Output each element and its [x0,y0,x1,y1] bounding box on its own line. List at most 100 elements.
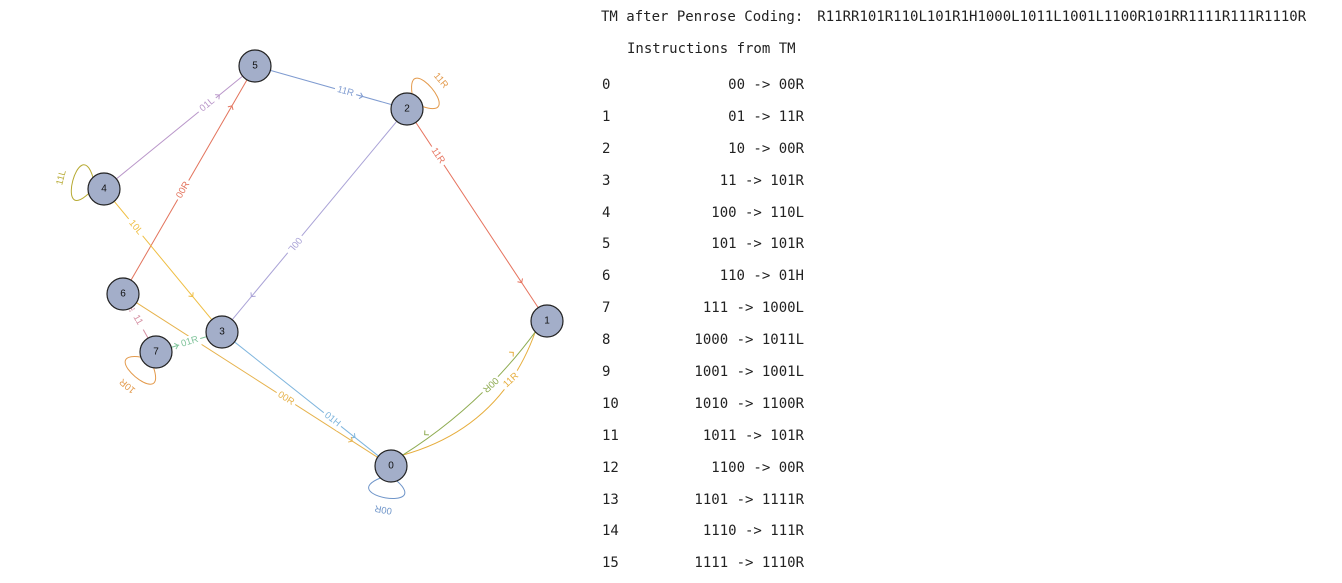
row-index: 5 [602,236,611,253]
row-rule: 111 -> 1000L [702,300,804,317]
transition-edge [130,79,248,281]
state-circle [106,277,140,311]
instruction-list: 0 00 -> 00R 1 01 -> 11R 2 10 -> 00R 3 11 -> … [602,73,812,583]
transition-edge [116,75,243,180]
row-rule: 1010 -> 1100R [694,395,804,412]
edge-label: 11 [131,313,145,327]
state-node-7[interactable]: 7 [139,335,173,369]
coding-label: TM after Penrose Coding: [601,9,804,25]
instruction-row: 15 1111 -> 1110R [602,551,812,583]
arrow-head [509,351,514,357]
row-index: 7 [602,300,611,317]
state-label: 2 [404,104,410,115]
state-circle [205,315,239,349]
transition-edge [234,341,379,457]
row-index: 0 [602,77,611,93]
row-rule: 1001 -> 1001L [694,364,804,381]
edge-label: 11L [54,169,69,186]
edges-layer [70,69,539,499]
instruction-row: 7 111 -> 1000L [602,296,812,328]
row-rule: 100 -> 110L [711,204,804,221]
arrow-head [227,105,234,111]
state-node-2[interactable]: 2 [390,92,424,126]
state-label: 0 [388,461,394,472]
state-circle [530,304,564,338]
edge-label-bg [172,177,194,203]
transition-edge [136,302,378,458]
edge-label: 00R [374,502,393,516]
instruction-row: 12 1100 -> 00R [602,456,812,488]
self-loop-edge [411,77,440,110]
edge-label: 11R [431,71,450,91]
state-circle [238,49,272,83]
transition-edge [402,331,536,456]
arrow-head [174,342,179,350]
state-circle [374,449,408,483]
state-graph: 00R11R00R11R11R11R00L01L00R11L10L01H00R0… [54,49,564,516]
transition-edge [402,331,536,456]
row-index: 11 [602,427,619,444]
state-circle [87,172,121,206]
instruction-row: 6 110 -> 01H [602,264,812,296]
instruction-row: 0 00 -> 00R [602,73,812,105]
row-rule: 1111 -> 1110R [694,555,804,572]
row-rule: 1011 -> 101R [702,427,804,444]
row-index: 9 [602,364,611,381]
edge-label: 11R [336,84,355,99]
state-node-1[interactable]: 1 [530,304,564,338]
edge-label-bg [273,387,299,410]
instruction-row: 1 01 -> 11R [602,105,812,137]
state-circle [139,335,173,369]
state-label: 5 [252,61,258,72]
self-loop-edge [70,164,94,201]
instruction-row: 14 1110 -> 111R [602,519,812,551]
edge-label-bg [320,408,345,432]
edge-label-bg [283,232,307,257]
state-node-4[interactable]: 4 [87,172,121,206]
row-rule: 01 -> 11R [728,108,804,125]
instruction-row: 13 1101 -> 1111R [602,488,812,520]
state-label: 3 [219,327,225,338]
row-rule: 00 -> 00R [728,77,804,93]
state-circle [390,92,424,126]
state-node-0[interactable]: 0 [374,449,408,483]
state-label: 4 [101,184,107,195]
transition-edge [270,69,392,106]
instruction-row: 5 101 -> 101R [602,232,812,264]
row-index: 8 [602,332,611,349]
arrow-head [358,92,364,99]
instruction-row: 4 100 -> 110L [602,201,812,233]
self-loop-edge [368,477,406,499]
row-index: 10 [602,395,619,412]
row-rule: 1100 -> 00R [711,459,804,476]
edge-label: 01R [180,334,200,350]
state-label: 6 [120,289,126,300]
edge-label-bg [177,332,202,351]
transition-edge [113,201,213,320]
row-rule: 10 -> 00R [728,140,804,157]
row-index: 15 [602,555,619,572]
nodes-layer: 0 1 2 3 4 5 6 7 [87,49,564,483]
state-node-6[interactable]: 6 [106,277,140,311]
row-rule: 110 -> 01H [719,268,804,285]
edge-label-bg [426,143,449,169]
transition-edge [231,120,398,321]
row-rule: 101 -> 101R [711,236,804,253]
arrow-head [250,292,256,298]
edge-label-bg [194,93,220,117]
state-node-5[interactable]: 5 [238,49,272,83]
arrow-head [188,292,194,298]
row-index: 6 [602,268,611,285]
penrose-coding: TM after Penrose Coding: R11RR101R110L101… [601,9,1306,25]
row-rule: 1000 -> 1011L [694,332,804,349]
row-index: 3 [602,172,611,189]
state-node-3[interactable]: 3 [205,315,239,349]
instruction-row: 3 11 -> 101R [602,169,812,201]
instructions-title: Instructions from TM [627,41,796,57]
row-index: 14 [602,523,619,540]
row-rule: 11 -> 101R [719,172,804,189]
coding-value: R11RR101R110L101R1H1000L1011L1001L1100R1… [817,9,1307,25]
self-loop-edge [124,356,157,385]
instruction-row: 11 1011 -> 101R [602,424,812,456]
arrow-head [517,278,523,284]
